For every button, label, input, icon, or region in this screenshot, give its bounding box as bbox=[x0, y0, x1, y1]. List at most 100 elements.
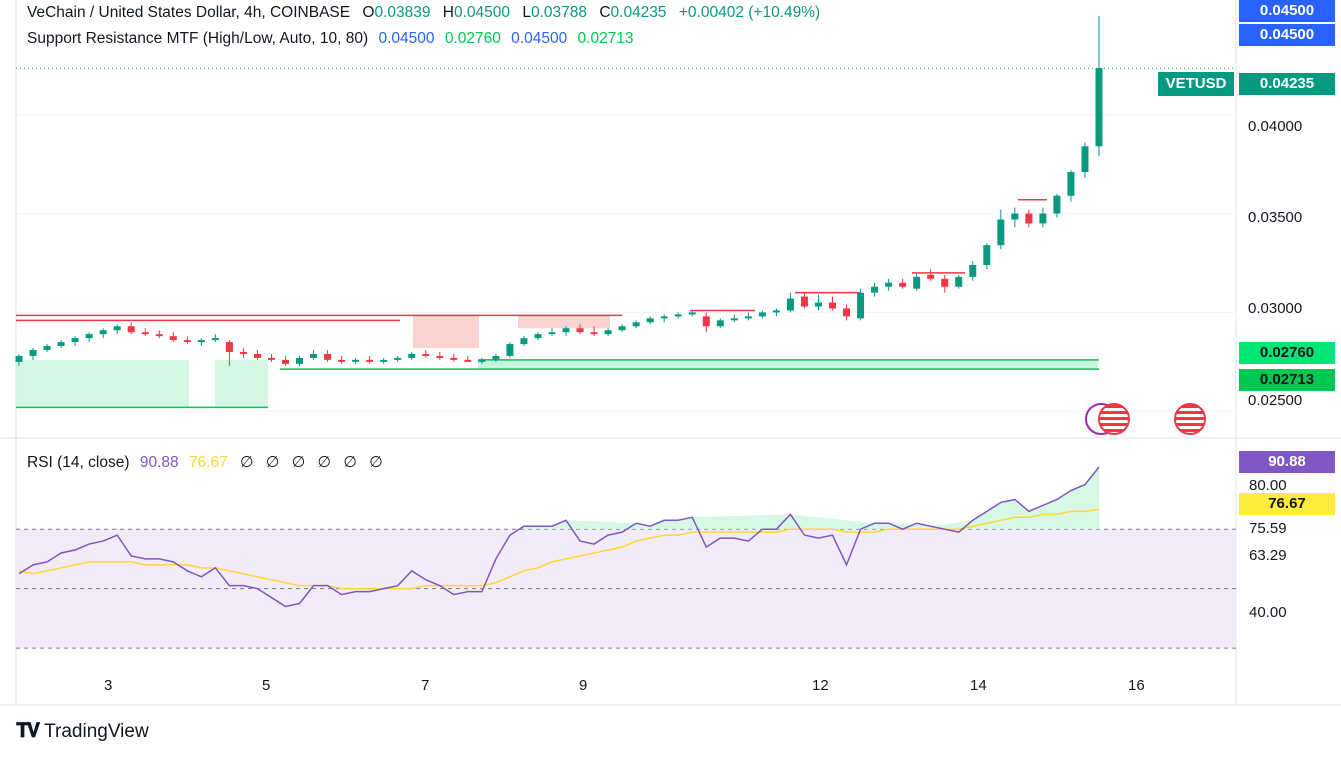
time-tick: 7 bbox=[421, 677, 430, 694]
indicator-name: Support Resistance MTF (High/Low, Auto, … bbox=[27, 30, 369, 47]
rsi-tick: 63.29 bbox=[1249, 547, 1287, 564]
rsi-legend: RSI (14, close) 90.88 76.67 ∅ ∅ ∅ ∅ ∅ ∅ bbox=[27, 453, 383, 472]
candle-body bbox=[113, 326, 121, 331]
candle-body bbox=[380, 359, 388, 362]
candle-body bbox=[436, 355, 444, 358]
last-price-label: 0.04235 bbox=[1239, 73, 1335, 95]
rsi-band-label: 80.00 bbox=[1249, 477, 1287, 494]
candle-body bbox=[927, 274, 935, 279]
time-tick: 16 bbox=[1128, 677, 1145, 694]
ohlc-high-value: 0.04500 bbox=[454, 4, 511, 21]
candle-body bbox=[267, 357, 275, 360]
ohlc-close-value: 0.04235 bbox=[610, 4, 667, 21]
candle-body bbox=[1011, 213, 1019, 220]
candle-body bbox=[913, 276, 921, 289]
candle-body bbox=[71, 338, 79, 343]
candle-body bbox=[352, 359, 360, 362]
candle-body bbox=[814, 302, 822, 307]
candle-body bbox=[1053, 195, 1061, 214]
tradingview-logo[interactable]: 𝐓𝐕 TradingView bbox=[16, 720, 149, 743]
rsi-ma-label: 76.67 bbox=[1239, 493, 1335, 515]
price-tick: 0.02500 bbox=[1248, 392, 1303, 409]
candle-body bbox=[408, 353, 416, 358]
candle-body bbox=[674, 314, 682, 317]
candle-body bbox=[197, 340, 205, 343]
rsi-tick: 40.00 bbox=[1249, 604, 1287, 621]
candle-body bbox=[253, 353, 261, 358]
resistance-price-label: 0.04500 bbox=[1239, 0, 1335, 22]
candle-body bbox=[239, 351, 247, 354]
candle-body bbox=[941, 278, 949, 287]
candle-body bbox=[1039, 213, 1047, 224]
candle-body bbox=[899, 282, 907, 287]
candle-body bbox=[183, 340, 191, 343]
candle-body bbox=[57, 342, 65, 347]
candle-body bbox=[716, 320, 724, 327]
candle-body bbox=[548, 332, 556, 335]
candle-body bbox=[843, 308, 851, 317]
candle-body bbox=[43, 346, 51, 350]
candle-body bbox=[576, 328, 584, 333]
support-zone bbox=[215, 359, 268, 408]
rsi-tick: 75.59 bbox=[1249, 520, 1287, 537]
candle-body bbox=[127, 326, 135, 333]
ohlc-high-key: H bbox=[442, 4, 454, 21]
candle-body bbox=[1095, 68, 1103, 147]
ohlc-open-key: O bbox=[362, 4, 375, 21]
resistance-zone bbox=[413, 315, 479, 349]
us-flag-icon[interactable] bbox=[1174, 403, 1206, 435]
candle-body bbox=[618, 326, 626, 331]
time-tick: 5 bbox=[262, 677, 271, 694]
price-tick: 0.03000 bbox=[1248, 300, 1303, 317]
symbol-legend: VeChain / United States Dollar, 4h, COIN… bbox=[27, 4, 820, 22]
candle-body bbox=[604, 330, 612, 335]
candle-body bbox=[562, 328, 570, 333]
price-tick: 0.04000 bbox=[1248, 118, 1303, 135]
candle-body bbox=[169, 336, 177, 341]
candle-body bbox=[983, 245, 991, 265]
ohlc-low-key: L bbox=[522, 4, 531, 21]
candle-body bbox=[211, 338, 219, 341]
candle-body bbox=[450, 357, 458, 360]
resistance-price-label-2: 0.04500 bbox=[1239, 24, 1335, 46]
rsi-ma-line bbox=[18, 508, 1100, 590]
candle-body bbox=[394, 357, 402, 360]
ohlc-open-value: 0.03839 bbox=[374, 4, 431, 21]
tradingview-mark-icon: 𝐓𝐕 bbox=[16, 720, 40, 742]
rsi-extra-4: ∅ bbox=[317, 454, 332, 471]
tradingview-wordmark: TradingView bbox=[44, 720, 149, 742]
rsi-extra-1: ∅ bbox=[240, 454, 254, 471]
candle-body bbox=[955, 276, 963, 287]
indicator-value-4: 0.02713 bbox=[577, 30, 634, 47]
rsi-line bbox=[18, 466, 1100, 608]
rsi-title: RSI (14, close) bbox=[27, 454, 130, 471]
indicator-legend: Support Resistance MTF (High/Low, Auto, … bbox=[27, 30, 634, 48]
rsi-extra-6: ∅ bbox=[369, 454, 383, 471]
time-tick: 9 bbox=[579, 677, 588, 694]
candle-body bbox=[772, 310, 780, 313]
rsi-ma-legend-value: 76.67 bbox=[188, 454, 228, 471]
candle-body bbox=[969, 264, 977, 277]
price-change: +0.00402 (+10.49%) bbox=[678, 4, 821, 21]
candle-body bbox=[422, 353, 430, 356]
candle-body bbox=[800, 296, 808, 307]
candle-body bbox=[730, 318, 738, 321]
rsi-extra-5: ∅ bbox=[343, 454, 357, 471]
time-tick: 12 bbox=[812, 677, 829, 694]
candle-body bbox=[632, 322, 640, 327]
candle-body bbox=[857, 292, 865, 319]
candle-body bbox=[1025, 213, 1033, 224]
candle-body bbox=[590, 332, 598, 335]
candle-body bbox=[296, 357, 304, 364]
candle-body bbox=[786, 298, 794, 311]
candle-body bbox=[15, 355, 23, 362]
indicator-value-2: 0.02760 bbox=[444, 30, 501, 47]
candle-body bbox=[141, 332, 149, 335]
symbol-price-tag: VETUSD bbox=[1158, 72, 1234, 96]
candle-body bbox=[871, 286, 879, 293]
time-tick: 3 bbox=[104, 677, 113, 694]
us-flag-icon[interactable] bbox=[1098, 403, 1130, 435]
candle-body bbox=[506, 344, 514, 356]
